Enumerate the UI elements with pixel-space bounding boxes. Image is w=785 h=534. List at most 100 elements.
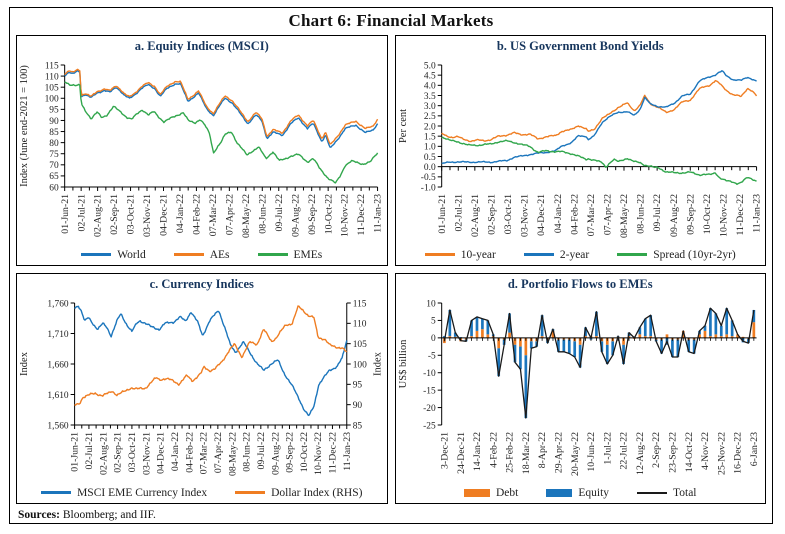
figure-title: Chart 6: Financial Markets bbox=[288, 11, 494, 30]
y-tick-label: 1,560 bbox=[47, 421, 68, 431]
legend-item-msci-eme-currency-index: MSCI EME Currency Index bbox=[41, 487, 207, 499]
x-tick-label: 10-Nov-22 bbox=[718, 194, 729, 237]
y-tick-label: 0 bbox=[431, 334, 436, 344]
series-line-world bbox=[64, 69, 379, 148]
x-tick-label: 04-Jan-22 bbox=[175, 194, 186, 233]
x-tick-label: 4-Feb-22 bbox=[488, 432, 499, 468]
x-tick-label: 6-Jan-23 bbox=[748, 432, 759, 466]
bar-equity bbox=[610, 341, 614, 356]
x-tick-label: 03-Oct-21 bbox=[127, 432, 138, 472]
x-tick-label: 07-Apr-22 bbox=[213, 432, 224, 473]
x-tick-label: 07-Mar-22 bbox=[208, 194, 219, 236]
debt-swatch bbox=[464, 488, 490, 497]
bar-debt bbox=[621, 337, 625, 345]
x-tick-label: 04-Feb-22 bbox=[569, 194, 580, 235]
bar-equity bbox=[730, 320, 733, 337]
x-tick-label: 25-Nov-22 bbox=[716, 432, 727, 475]
bar-equity bbox=[752, 309, 755, 323]
x-tick-label: 3-Dec-21 bbox=[439, 432, 450, 469]
bar-debt bbox=[453, 336, 457, 338]
bar-equity bbox=[453, 332, 457, 337]
x-tick-label: 02-Aug-21 bbox=[469, 194, 480, 237]
bar-equity bbox=[703, 325, 706, 331]
x-tick-label: 02-Jul-21 bbox=[84, 432, 95, 470]
legend-label: 2-year bbox=[559, 248, 590, 261]
panel-d-title: d. Portfolio Flows to EMEs bbox=[507, 277, 653, 291]
bar-debt bbox=[708, 336, 712, 338]
y-tick-label: 0.5 bbox=[423, 153, 435, 163]
msci-eme-currency-index-swatch bbox=[41, 491, 72, 494]
x-tick-label: 03-Nov-21 bbox=[141, 432, 152, 475]
y-tick-label: 4.5 bbox=[423, 71, 435, 81]
x-tick-label: 07-Apr-22 bbox=[602, 194, 613, 235]
x-tick-label: 09-Aug-22 bbox=[668, 194, 679, 237]
equity-swatch bbox=[546, 488, 573, 497]
bar-equity bbox=[692, 339, 695, 354]
legend-label: Dollar Index (RHS) bbox=[271, 486, 363, 499]
x-tick-label: 10-Nov-22 bbox=[313, 432, 324, 475]
x-tick-label: 08-May-22 bbox=[619, 194, 630, 238]
bar-equity bbox=[714, 313, 717, 335]
bar-debt bbox=[730, 336, 733, 338]
x-tick-label: 10-Oct-22 bbox=[323, 194, 334, 234]
bar-debt bbox=[578, 337, 581, 345]
bar-debt bbox=[605, 337, 609, 345]
bar-equity bbox=[518, 346, 522, 370]
bar-debt bbox=[627, 336, 630, 338]
bar-equity bbox=[659, 339, 663, 354]
panel-a-legend: World AEs EMEs bbox=[17, 244, 387, 265]
panel-d-portfolio-flows: d. Portfolio Flows to EMEs -25 -20 -15 -10-… bbox=[394, 273, 766, 504]
y-tick-label: -20 bbox=[423, 404, 436, 414]
x-tick-label: 10-Oct-22 bbox=[299, 432, 310, 472]
x-tick-label: 02-Sep-21 bbox=[113, 432, 124, 473]
bar-debt bbox=[507, 332, 511, 338]
x-tick-label: 23-Sep-22 bbox=[667, 432, 678, 473]
currency-indices-chart: 1,560 1,610 1,660 1,710 1,760 Index 85 90 95 100 1… bbox=[19, 299, 384, 476]
total-swatch bbox=[637, 491, 668, 494]
panel-a-title: a. Equity Indices (MSCI) bbox=[134, 39, 269, 53]
bar-equity bbox=[599, 341, 603, 352]
x-tick-label: 01-Jun-21 bbox=[70, 432, 81, 472]
x-tick-label: 10-Oct-22 bbox=[701, 194, 712, 234]
bar-equity bbox=[676, 339, 679, 358]
bar-debt bbox=[724, 334, 728, 338]
bar-debt bbox=[643, 336, 647, 338]
emes-swatch bbox=[257, 253, 288, 256]
y-tick-label: 70 bbox=[49, 161, 59, 171]
bar-equity bbox=[567, 339, 571, 354]
right-y-tick-label: 95 bbox=[353, 381, 363, 391]
x-tick-label: 09-Sep-22 bbox=[285, 432, 296, 473]
10-year-swatch bbox=[424, 253, 455, 256]
world-swatch bbox=[81, 253, 112, 256]
bar-equity bbox=[485, 320, 489, 335]
dollar-index-rhs--swatch bbox=[235, 491, 266, 494]
bar-debt bbox=[697, 334, 701, 338]
bar-debt bbox=[480, 329, 484, 338]
bar-debt bbox=[475, 330, 478, 338]
y-tick-label: 65 bbox=[49, 172, 59, 182]
legend-item-equity: Equity bbox=[546, 487, 609, 499]
legend-label: MSCI EME Currency Index bbox=[77, 486, 208, 499]
x-tick-label: 03-Oct-21 bbox=[126, 194, 137, 234]
x-tick-label: 11-Dec-22 bbox=[735, 194, 746, 236]
x-tick-label: 03-Nov-21 bbox=[142, 194, 153, 237]
panel-c-currency-indices: c. Currency Indices 1,560 1,610 1,660 1,710… bbox=[16, 273, 388, 504]
bar-debt bbox=[719, 336, 723, 338]
panel-a-equity-indices: a. Equity Indices (MSCI) 60 65 70 75 80 85 90 9… bbox=[16, 35, 388, 266]
x-tick-label: 02-Sep-21 bbox=[486, 194, 497, 235]
legend-label: World bbox=[117, 248, 146, 261]
legend-item-spread-10yr-2yr-: Spread (10yr-2yr) bbox=[617, 249, 736, 261]
x-tick-label: 04-Dec-21 bbox=[159, 194, 170, 236]
bond-yields-chart: -1.0-0.50.00.51.01.52.02.53.03.54.04.55.… bbox=[397, 61, 762, 238]
x-tick-label: 08-Jun-22 bbox=[635, 194, 646, 234]
y-tick-label: 1.5 bbox=[423, 132, 435, 142]
panel-c-legend: MSCI EME Currency Index Dollar Index (RHS… bbox=[17, 482, 387, 503]
right-y-tick-label: 115 bbox=[353, 299, 367, 309]
x-tick-label: 11-Jan-23 bbox=[342, 432, 353, 471]
y-tick-label: -0.5 bbox=[420, 173, 435, 183]
y-tick-label: 110 bbox=[45, 72, 59, 82]
y-tick-label: 1,710 bbox=[47, 330, 68, 340]
panel-b-legend: 10-year 2-year Spread (10yr-2yr) bbox=[396, 244, 766, 265]
bar-equity bbox=[480, 318, 484, 330]
y-tick-label: 100 bbox=[45, 95, 59, 105]
